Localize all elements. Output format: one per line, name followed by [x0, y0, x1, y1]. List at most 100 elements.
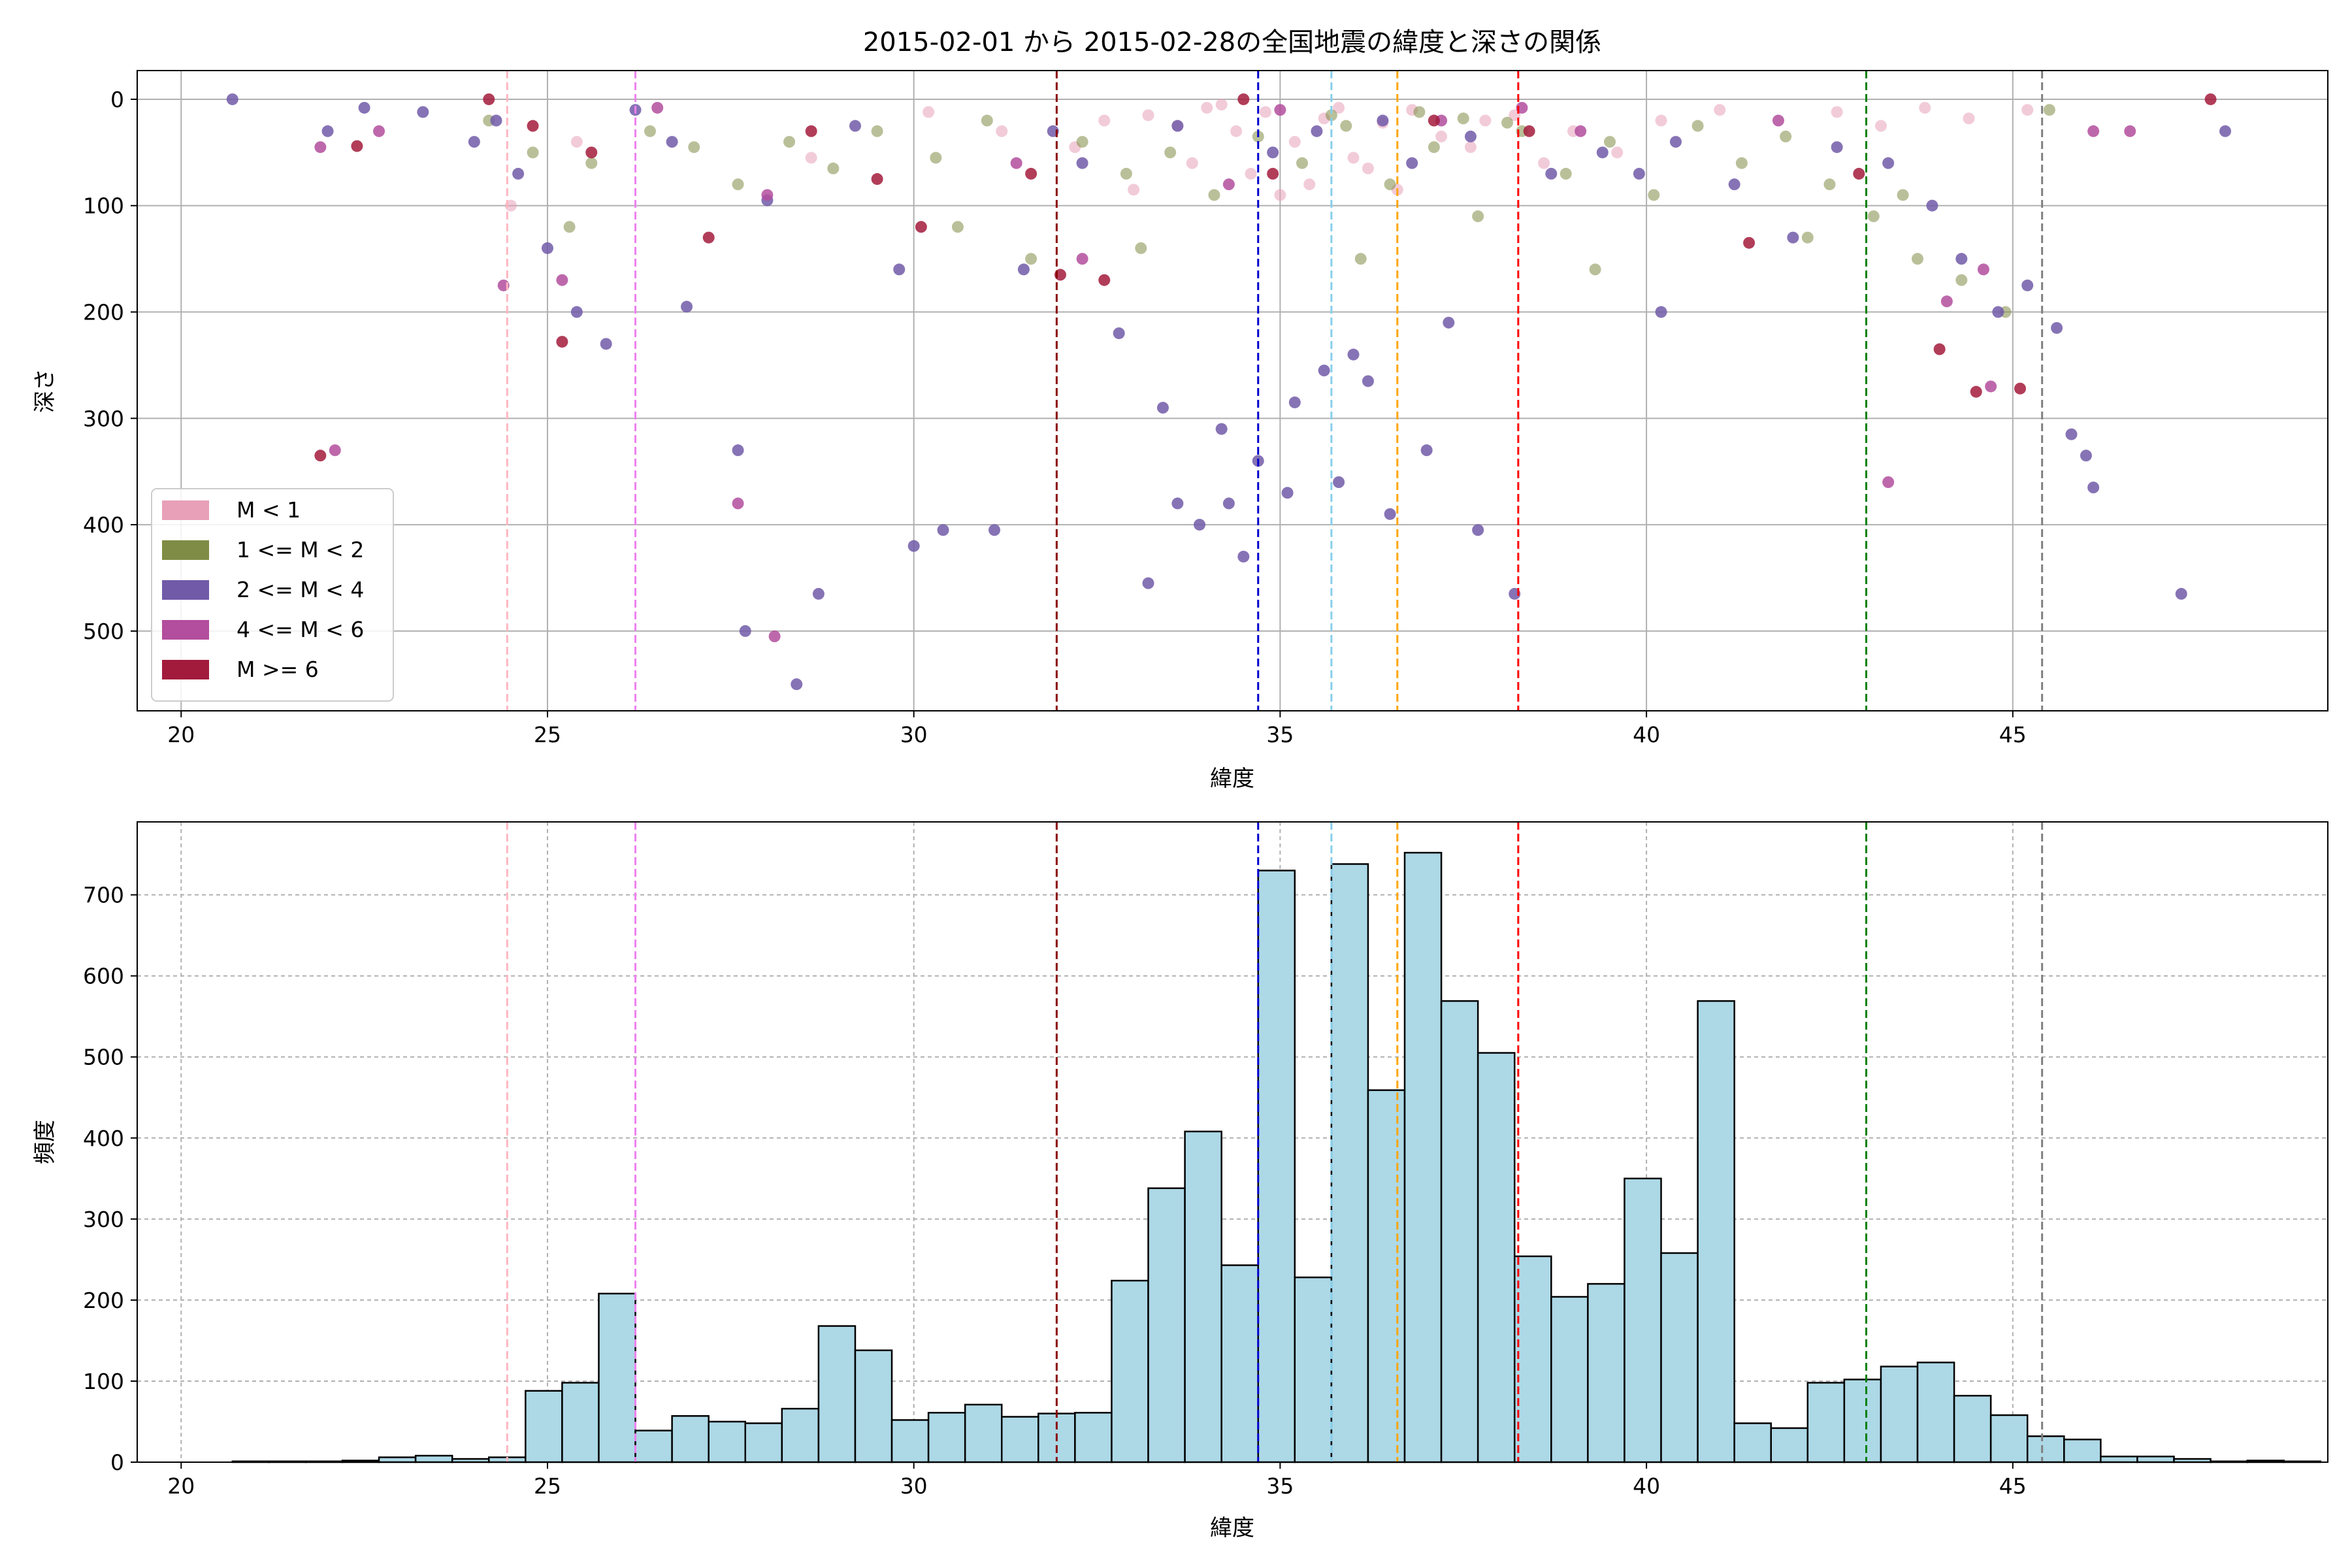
- scatter-points: [226, 93, 2232, 691]
- legend-label: 1 <= M < 2: [237, 537, 364, 563]
- hist-x-ticks: 20 25 30 35 40 45: [167, 1462, 2027, 1499]
- scatter-point: [1970, 385, 1982, 398]
- hist-bars: [231, 851, 2322, 1463]
- scatter-point: [2021, 279, 2034, 291]
- scatter-point: [1288, 136, 1301, 148]
- scatter-point: [1669, 136, 1682, 148]
- hist-bar: [1770, 1427, 1809, 1463]
- scatter-point: [1208, 189, 1220, 201]
- scatter-point: [1384, 178, 1396, 191]
- scatter-point: [1318, 365, 1330, 377]
- hist-grid: [137, 822, 2328, 1463]
- scatter-point: [1333, 476, 1345, 488]
- scatter-point: [732, 444, 744, 457]
- hist-bar: [708, 1420, 747, 1463]
- scatter-point: [1303, 178, 1316, 191]
- scatter-x-tick-label: 30: [900, 722, 928, 747]
- hist-bar: [1367, 1089, 1406, 1463]
- scatter-point: [483, 93, 495, 105]
- scatter-point: [1420, 444, 1433, 457]
- scatter-point: [805, 125, 817, 137]
- scatter-point: [1882, 476, 1895, 488]
- scatter-point: [1347, 152, 1360, 164]
- scatter-point: [1457, 112, 1469, 125]
- scatter-y-ticks: 0 100 200 300 400 500: [83, 87, 137, 644]
- scatter-point: [600, 338, 612, 350]
- scatter-point: [702, 231, 715, 244]
- scatter-point: [651, 101, 664, 114]
- scatter-x-tick-label: 45: [1999, 722, 2027, 747]
- scatter-point: [2087, 125, 2100, 137]
- scatter-point: [1940, 295, 1953, 308]
- scatter-y-tick-label: 0: [110, 87, 124, 112]
- scatter-point: [1919, 101, 1931, 114]
- scatter-point: [1691, 120, 1704, 132]
- scatter-point: [2124, 125, 2136, 137]
- scatter-point: [1025, 253, 1037, 265]
- scatter-y-tick-label: 200: [83, 300, 124, 325]
- legend-swatch: [162, 540, 209, 560]
- legend: M < 1 1 <= M < 2 2 <= M < 4 4 <= M < 6 M >= …: [151, 488, 394, 702]
- scatter-point: [1648, 189, 1660, 201]
- hist-bar: [1660, 1252, 1699, 1463]
- scatter-point: [1333, 101, 1345, 114]
- scatter-point: [923, 106, 935, 118]
- scatter-point: [2204, 93, 2217, 105]
- scatter-point: [1655, 306, 1667, 318]
- hist-bar: [634, 1429, 673, 1463]
- scatter-point: [417, 106, 429, 118]
- scatter-point: [1237, 93, 1250, 105]
- scatter-point: [314, 449, 327, 462]
- scatter-point: [1472, 210, 1484, 223]
- scatter-x-tick-label: 35: [1266, 722, 1294, 747]
- scatter-point: [996, 125, 1008, 137]
- scatter-point: [585, 146, 598, 159]
- scatter-point: [556, 336, 568, 348]
- scatter-point: [812, 587, 825, 600]
- scatter-point: [1633, 167, 1645, 180]
- scatter-point: [373, 125, 385, 137]
- scatter-point: [644, 125, 656, 137]
- hist-x-tick-label: 25: [534, 1473, 561, 1499]
- hist-bar: [561, 1382, 600, 1463]
- hist-bar: [525, 1390, 563, 1463]
- scatter-point: [732, 497, 744, 510]
- scatter-x-ticks: 20 25 30 35 40 45: [167, 711, 2027, 747]
- scatter-point: [585, 157, 598, 169]
- hist-y-tick-label: 400: [83, 1126, 124, 1151]
- scatter-point: [1992, 306, 2004, 318]
- hist-bar: [1624, 1177, 1662, 1463]
- scatter-point: [1098, 114, 1111, 127]
- scatter-point: [1186, 157, 1198, 169]
- scatter-point: [871, 125, 883, 137]
- hist-bar: [2136, 1456, 2175, 1463]
- hist-bar: [1697, 1000, 1735, 1463]
- scatter-point: [1743, 237, 1756, 249]
- hist-bar: [817, 1325, 857, 1463]
- legend-label: M < 1: [237, 497, 301, 523]
- scatter-point: [1780, 130, 1792, 142]
- scatter-point: [732, 178, 744, 191]
- scatter-point: [1259, 106, 1271, 118]
- scatter-point: [1281, 487, 1294, 499]
- scatter-point: [527, 120, 539, 132]
- scatter-point: [951, 221, 964, 233]
- scatter-point: [1882, 157, 1895, 169]
- scatter-point: [1142, 577, 1154, 589]
- hist-bar: [1953, 1395, 1992, 1463]
- hist-bar: [890, 1419, 930, 1463]
- scatter-point: [314, 141, 327, 154]
- hist-bar: [1220, 1264, 1259, 1463]
- scatter-grid: [137, 71, 2328, 711]
- hist-bar: [1001, 1416, 1039, 1463]
- scatter-y-tick-label: 300: [83, 406, 124, 431]
- scatter-point: [1340, 120, 1352, 132]
- scatter-point: [1874, 120, 1887, 132]
- scatter-point: [570, 306, 583, 318]
- hist-bar: [781, 1407, 820, 1463]
- scatter-point: [1201, 101, 1213, 114]
- scatter-point: [1017, 263, 1030, 276]
- hist-bar: [1587, 1282, 1625, 1463]
- legend-swatch: [162, 660, 209, 679]
- hist-bar: [1111, 1279, 1149, 1463]
